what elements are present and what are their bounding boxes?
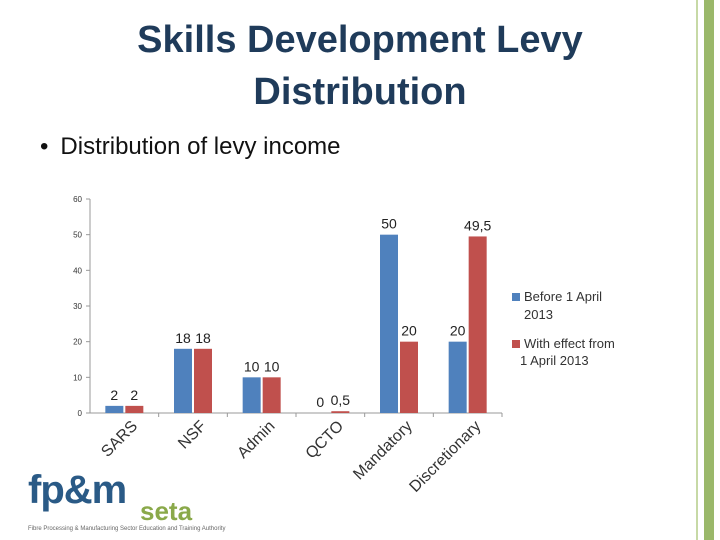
decorative-stripe-thin — [696, 0, 698, 540]
legend-label-continued: 1 April 2013 — [520, 353, 589, 368]
data-label: 50 — [381, 216, 397, 232]
data-label: 10 — [244, 358, 260, 374]
bar-before-nsf — [174, 348, 192, 413]
bar-before-discretionary — [448, 341, 467, 413]
slide-title: Skills Development Levy Distribution — [0, 14, 720, 118]
x-tick-label-admin: Admin — [234, 418, 278, 462]
y-tick-label: 60 — [73, 195, 82, 204]
decorative-stripe — [704, 0, 714, 540]
bar-after-nsf — [194, 348, 212, 413]
logo-seta: seta — [140, 496, 193, 526]
data-label: 18 — [195, 330, 211, 346]
data-label: 0,5 — [331, 392, 351, 408]
bar-before-sars — [105, 405, 124, 413]
data-label: 49,5 — [464, 217, 491, 233]
slide-title-line-1: Skills Development Levy — [137, 19, 583, 61]
data-label: 0 — [316, 394, 324, 410]
x-tick-label-qcto: QCTO — [303, 418, 348, 463]
logo: fp&m seta Fibre Processing & Manufacturi… — [22, 466, 252, 538]
y-tick-label: 40 — [73, 266, 82, 275]
bullet-text: Distribution of levy income — [60, 133, 341, 160]
bar-after-sars — [125, 405, 144, 413]
bullet-dot-icon: • — [40, 133, 49, 160]
legend-label: With effect from — [524, 336, 615, 351]
data-label: 20 — [450, 323, 466, 339]
data-label: 18 — [175, 330, 191, 346]
y-tick-label: 30 — [73, 302, 82, 311]
bar-after-mandatory — [400, 341, 418, 413]
bar-after-discretionary — [468, 236, 487, 413]
bar-after-admin — [262, 377, 281, 413]
x-tick-label-sars: SARS — [98, 418, 141, 461]
y-tick-label: 10 — [73, 373, 82, 382]
data-label: 2 — [130, 387, 138, 403]
legend-swatch — [512, 293, 520, 301]
data-label: 20 — [401, 323, 417, 339]
x-tick-label-discretionary: Discretionary — [406, 418, 484, 496]
legend-label: Before 1 April — [524, 289, 602, 304]
legend-label-continued: 2013 — [524, 307, 553, 322]
bar-before-admin — [242, 377, 261, 413]
legend-swatch — [512, 340, 520, 348]
x-tick-label-mandatory: Mandatory — [350, 418, 415, 483]
x-tick-label-nsf: NSF — [175, 418, 210, 453]
data-label: 2 — [110, 387, 118, 403]
data-label: 10 — [264, 358, 280, 374]
slide-title-line-2: Distribution — [253, 71, 467, 113]
y-tick-label: 20 — [73, 338, 82, 347]
bar-after-qcto — [331, 411, 350, 413]
bar-before-mandatory — [380, 234, 398, 413]
bullet-point: • Distribution of levy income — [40, 133, 341, 161]
logo-mark: fp&m — [28, 468, 127, 512]
y-tick-label: 50 — [73, 231, 82, 240]
y-tick-label: 0 — [78, 409, 83, 418]
logo-tagline: Fibre Processing & Manufacturing Sector … — [28, 526, 226, 532]
